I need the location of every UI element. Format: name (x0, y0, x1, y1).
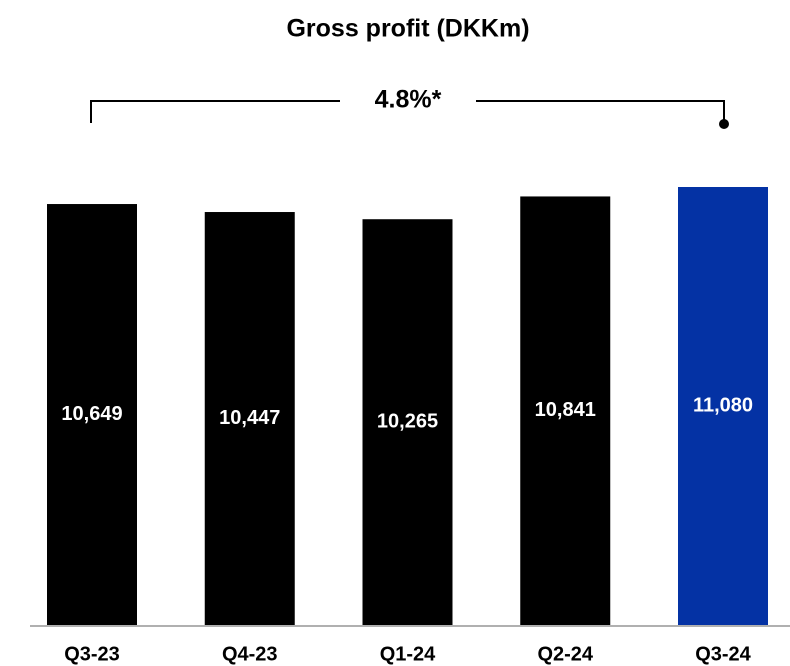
chart-title: Gross profit (DKKm) (286, 15, 529, 43)
annotation: 4.8%* (375, 86, 442, 114)
x-tick-label: Q3-24 (695, 643, 751, 665)
bar (362, 219, 453, 625)
value-label: 10,447 (219, 407, 280, 429)
value-label: 11,080 (693, 394, 753, 416)
bracket-dot (719, 119, 729, 129)
value-label: 10,265 (377, 410, 438, 432)
growth-bracket (90, 100, 729, 129)
bar (678, 187, 768, 625)
value-label: 10,841 (535, 399, 596, 421)
x-tick-label: Q1-24 (380, 643, 436, 665)
bracket-left (90, 100, 340, 123)
x-tick-label: Q4-23 (222, 643, 278, 665)
bar (520, 196, 611, 626)
value-label: 10,649 (61, 403, 122, 425)
x-tick-label: Q3-23 (64, 643, 120, 665)
x-tick-label: Q2-24 (537, 643, 593, 665)
bar (47, 204, 137, 625)
bracket-right (476, 100, 725, 123)
bar (204, 212, 295, 625)
